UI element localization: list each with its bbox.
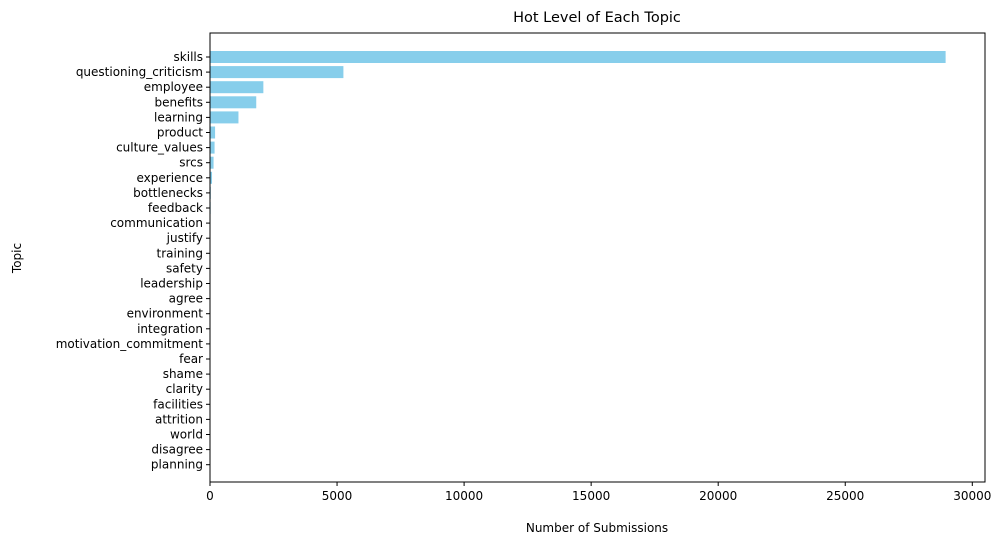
- y-tick-label: motivation_commitment: [56, 337, 204, 351]
- y-axis-ticks: skillsquestioning_criticismemployeebenef…: [56, 50, 210, 472]
- x-tick-label: 0: [206, 489, 214, 503]
- bar-learning: [210, 111, 239, 124]
- chart-title: Hot Level of Each Topic: [513, 10, 681, 26]
- y-tick-label: experience: [136, 171, 203, 185]
- y-tick-label: communication: [110, 216, 203, 230]
- bar-experience: [210, 171, 213, 184]
- x-axis-label: Number of Submissions: [526, 521, 668, 535]
- bars-group: [210, 51, 946, 471]
- y-tick-label: clarity: [166, 382, 203, 396]
- y-tick-label: bottlenecks: [133, 186, 203, 200]
- bar-benefits: [210, 96, 257, 109]
- plot-frame: [209, 32, 986, 483]
- y-tick-label: disagree: [151, 443, 203, 457]
- y-axis-label: Topic: [10, 243, 24, 274]
- bar-culture_values: [210, 141, 215, 154]
- x-tick-label: 10000: [445, 489, 483, 503]
- y-tick-label: safety: [166, 261, 203, 275]
- x-axis-ticks: 0 5000 10000 15000 20000 25000 30000: [206, 482, 991, 503]
- y-tick-label: environment: [127, 307, 204, 321]
- y-tick-label: leadership: [140, 277, 203, 291]
- x-tick-label: 15000: [572, 489, 610, 503]
- y-tick-label: facilities: [153, 397, 203, 411]
- y-tick-label: benefits: [154, 95, 203, 109]
- y-tick-label: product: [157, 126, 203, 140]
- y-tick-label: justify: [166, 231, 203, 245]
- y-tick-label: attrition: [155, 412, 203, 426]
- y-tick-label: employee: [144, 80, 203, 94]
- y-tick-label: feedback: [148, 201, 203, 215]
- y-tick-label: agree: [169, 292, 203, 306]
- x-tick-label: 25000: [826, 489, 864, 503]
- x-tick-label: 20000: [699, 489, 737, 503]
- y-tick-label: questioning_criticism: [76, 65, 203, 79]
- y-tick-label: culture_values: [116, 141, 203, 155]
- y-tick-label: skills: [174, 50, 203, 64]
- bar-skills: [210, 51, 946, 63]
- bar-employee: [210, 81, 264, 94]
- bar-questioning_criticism: [210, 66, 344, 79]
- y-tick-label: training: [157, 246, 204, 260]
- y-tick-label: integration: [137, 322, 203, 336]
- y-tick-label: shame: [163, 367, 203, 381]
- y-tick-label: planning: [151, 458, 203, 472]
- y-tick-label: world: [170, 428, 203, 442]
- x-tick-label: 5000: [322, 489, 353, 503]
- x-tick-label: 30000: [953, 489, 991, 503]
- bar-product: [210, 126, 216, 139]
- y-tick-label: srcs: [179, 156, 203, 170]
- y-tick-label: learning: [154, 110, 203, 124]
- y-tick-label: fear: [179, 352, 203, 366]
- bar-srcs: [210, 156, 214, 169]
